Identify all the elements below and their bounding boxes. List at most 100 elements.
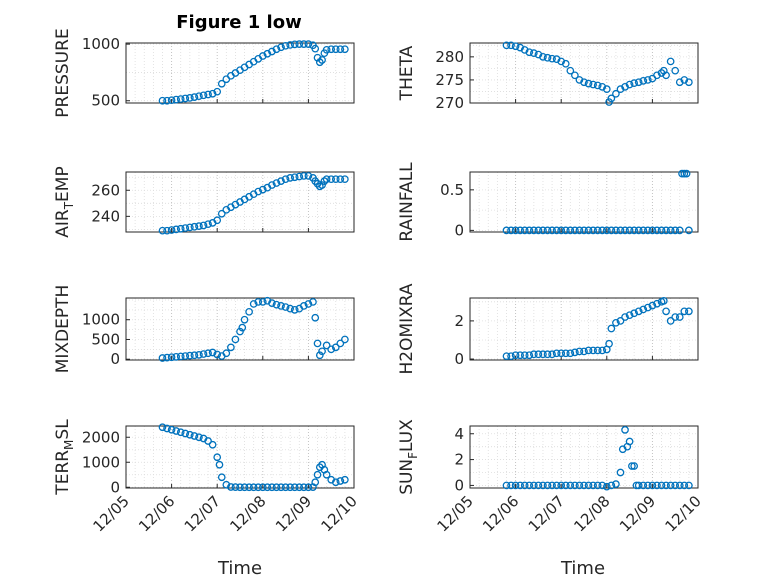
data-point (612, 480, 620, 488)
data-point (643, 481, 652, 490)
data-point (213, 453, 222, 462)
data-point (589, 481, 597, 490)
data-point (657, 226, 666, 235)
x-tick-label: 12/10 (318, 492, 361, 535)
data-point (245, 307, 253, 316)
data-point (331, 478, 340, 487)
data-point (625, 80, 634, 89)
data-point (675, 226, 684, 235)
data-point (552, 481, 561, 490)
data-point (286, 304, 295, 313)
y-axis-label: PRESSURE (53, 28, 73, 117)
data-point (561, 226, 570, 235)
y-tick-label: 4 (454, 425, 464, 443)
data-point (584, 346, 593, 355)
data-point (181, 94, 190, 103)
data-point (666, 317, 675, 325)
data-point (557, 349, 566, 358)
data-point (249, 483, 258, 492)
data-point (548, 481, 556, 490)
data-point (268, 47, 276, 56)
data-point (634, 78, 643, 87)
data-point (341, 175, 349, 184)
data-point (580, 347, 588, 356)
data-point (263, 483, 272, 492)
data-point (322, 175, 331, 184)
data-point (227, 343, 235, 352)
data-point (163, 96, 171, 105)
data-point (195, 92, 203, 101)
data-point (566, 226, 575, 235)
data-point (286, 483, 295, 492)
data-point (185, 223, 194, 232)
data-point (281, 303, 290, 311)
data-point (678, 169, 686, 178)
data-point (181, 429, 190, 438)
y-tick-label: 2000 (82, 428, 120, 446)
data-point (543, 53, 552, 62)
data-point (662, 481, 670, 490)
data-point (327, 45, 336, 54)
data-point (204, 437, 212, 445)
data-point (240, 315, 249, 324)
data-point (630, 309, 639, 318)
y-tick-label: 0 (454, 221, 464, 239)
data-point (299, 172, 308, 180)
data-point (320, 177, 329, 185)
data-point (671, 481, 680, 490)
data-point (240, 483, 249, 492)
data-point (539, 52, 547, 61)
data-point (561, 481, 570, 490)
y-axis-label: AIRTEMP (53, 166, 76, 237)
data-point (580, 481, 588, 490)
data-point (529, 350, 538, 359)
data-point (630, 79, 639, 88)
panel-rainfall: 0 0.5 RAINFALL (397, 162, 699, 242)
data-point (589, 80, 597, 89)
data-point (602, 482, 611, 491)
data-point (639, 76, 648, 85)
data-point (525, 48, 534, 57)
x-axis-label-left: Time (217, 558, 262, 579)
data-point (185, 94, 194, 102)
data-point (315, 58, 324, 67)
data-point (213, 350, 222, 359)
data-point (258, 483, 267, 492)
data-point (671, 313, 680, 321)
data-point (290, 483, 299, 492)
y-tick-label: 240 (91, 207, 120, 225)
data-point (268, 299, 276, 307)
data-point (181, 224, 190, 232)
data-point (208, 89, 217, 98)
data-point (534, 226, 543, 235)
data-point (199, 91, 208, 100)
data-point (529, 481, 538, 490)
data-point (217, 209, 226, 218)
data-point (666, 481, 675, 490)
data-point (331, 343, 340, 352)
data-point (315, 351, 324, 360)
data-point (557, 481, 566, 490)
data-point (643, 76, 652, 84)
y-tick-label: 1000 (82, 453, 120, 471)
data-point (311, 44, 320, 53)
data-point (258, 52, 267, 60)
data-point (662, 307, 670, 316)
data-point (272, 179, 281, 187)
y-axis-label: THETA (397, 45, 417, 101)
axes-frame (125, 42, 355, 104)
data-point (571, 71, 579, 80)
data-point (534, 481, 543, 490)
data-point (272, 300, 281, 309)
panel-air-temp: 240 260 AIRTEMP (53, 166, 355, 238)
data-point (511, 42, 520, 51)
data-point (190, 351, 199, 360)
data-point (653, 481, 661, 490)
data-point (311, 313, 320, 322)
data-point (190, 432, 199, 440)
data-point (313, 470, 322, 479)
data-point (181, 352, 190, 360)
data-point (281, 175, 290, 184)
data-point (204, 220, 212, 229)
